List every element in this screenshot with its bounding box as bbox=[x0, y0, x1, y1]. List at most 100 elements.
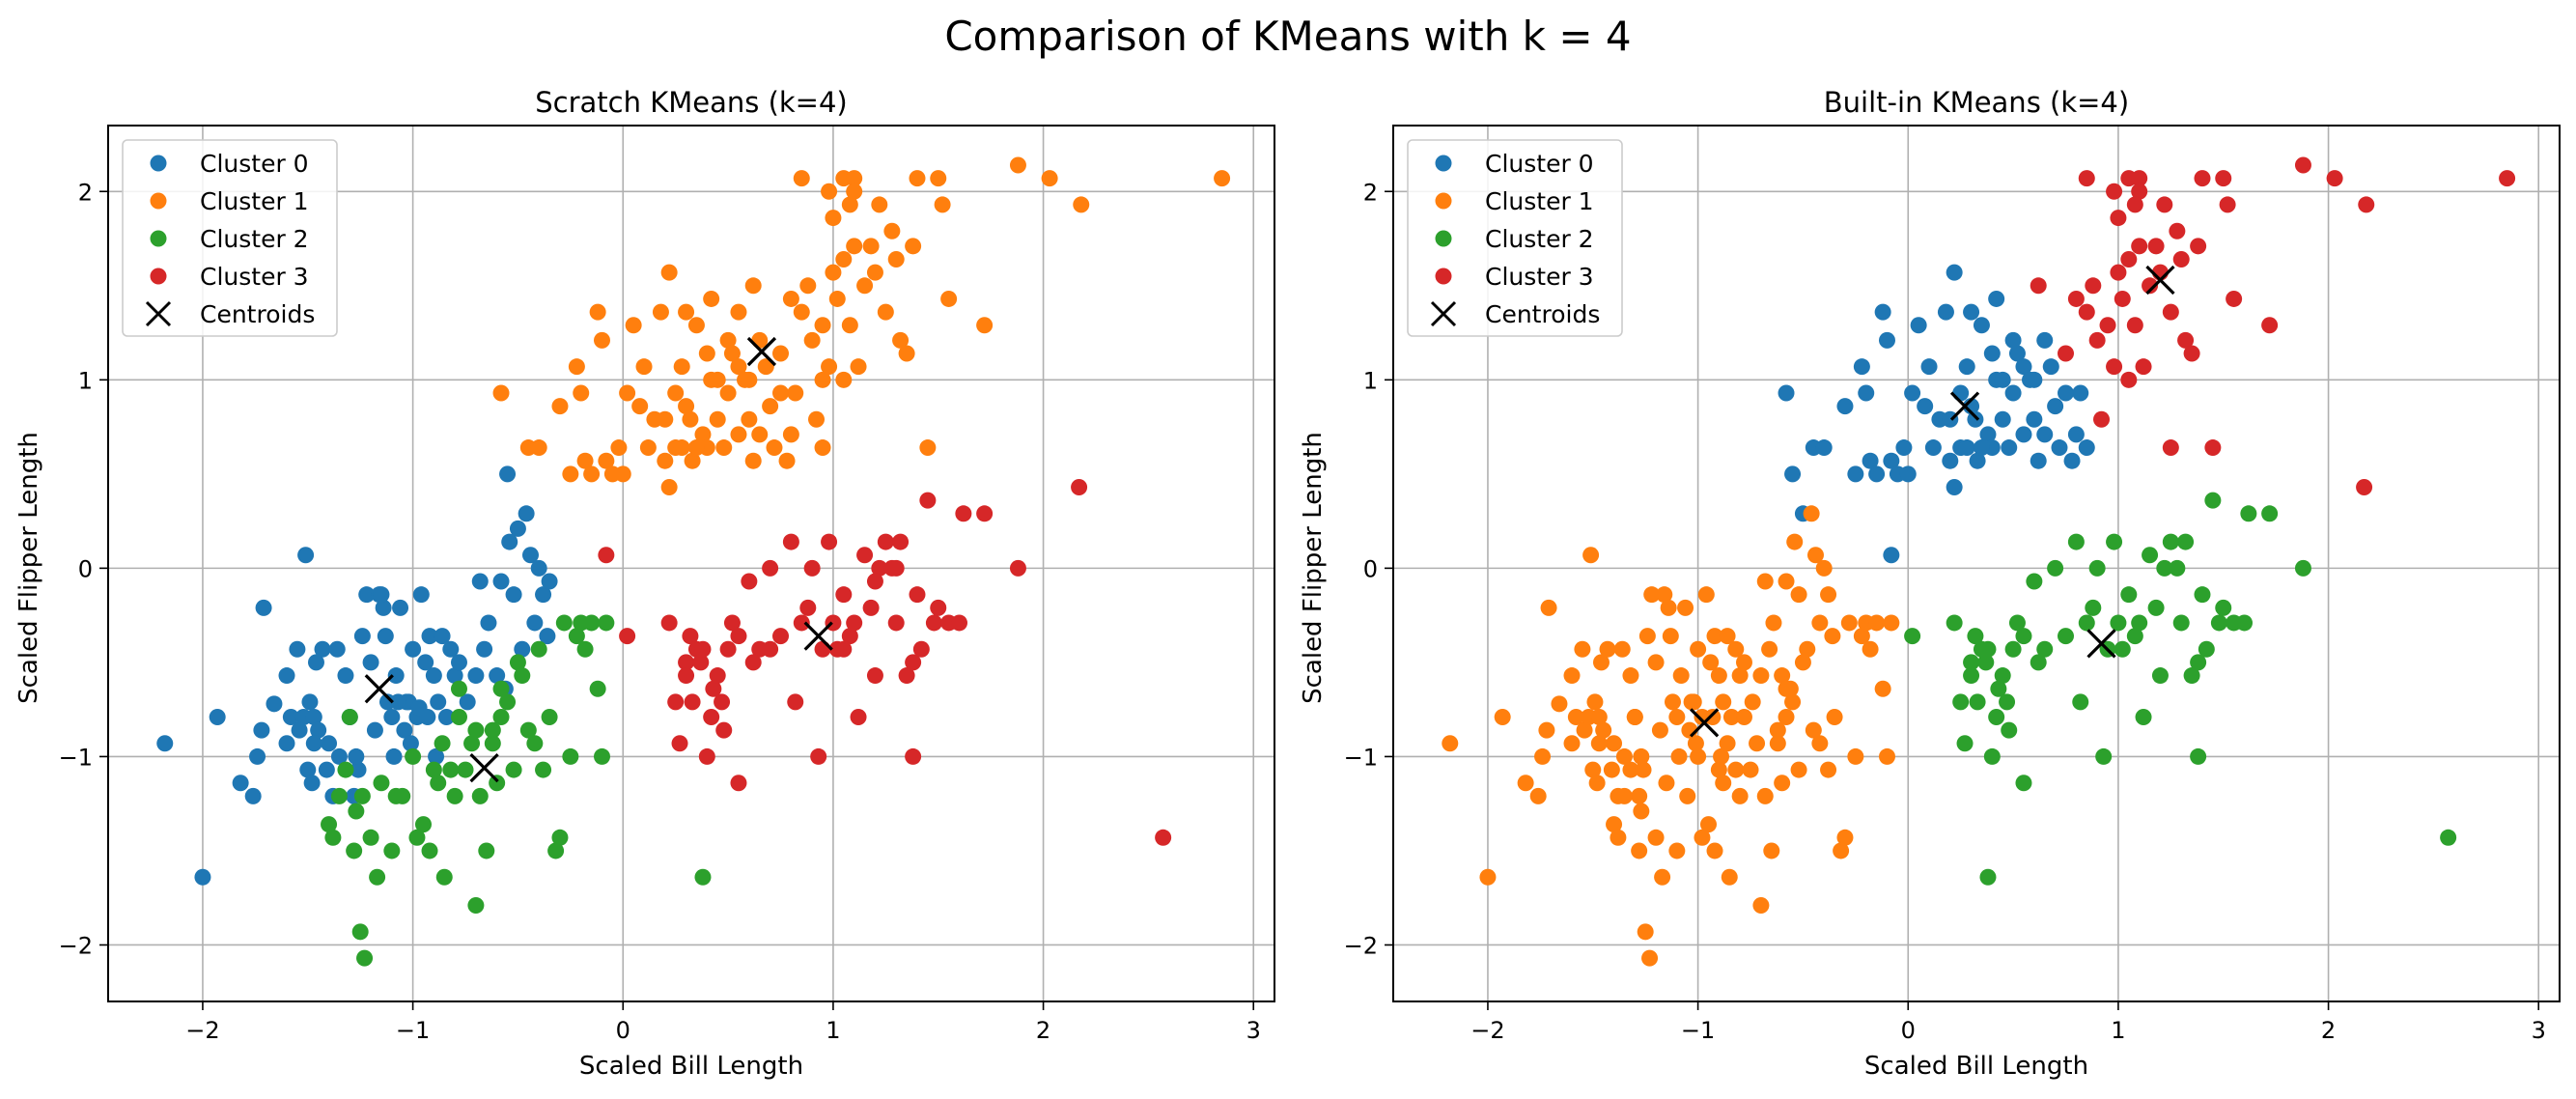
data-point bbox=[1658, 775, 1675, 792]
data-point bbox=[871, 196, 888, 213]
data-point bbox=[2015, 358, 2032, 376]
data-point bbox=[2036, 331, 2054, 349]
data-point bbox=[709, 410, 726, 428]
data-point bbox=[821, 533, 838, 550]
data-point bbox=[1979, 640, 1997, 658]
data-point bbox=[2147, 599, 2165, 616]
data-point bbox=[793, 170, 810, 187]
data-point bbox=[1647, 654, 1665, 671]
data-point bbox=[526, 614, 544, 632]
data-point bbox=[744, 452, 762, 469]
data-point bbox=[625, 317, 642, 334]
data-point bbox=[1635, 761, 1652, 778]
data-point bbox=[705, 680, 722, 697]
data-point bbox=[2261, 317, 2279, 334]
data-point bbox=[576, 640, 594, 658]
data-point bbox=[2294, 156, 2311, 174]
legend-item: Centroids bbox=[1430, 300, 1600, 328]
data-point bbox=[2058, 384, 2075, 402]
data-point bbox=[425, 667, 442, 685]
data-point bbox=[2015, 628, 2032, 645]
data-point bbox=[715, 721, 733, 739]
data-point bbox=[657, 410, 674, 428]
x-tick-label: 0 bbox=[616, 1017, 630, 1044]
data-point bbox=[719, 640, 737, 658]
data-point bbox=[1983, 747, 2001, 765]
data-point bbox=[430, 775, 447, 792]
data-point bbox=[883, 222, 901, 240]
data-point bbox=[305, 708, 322, 725]
data-point bbox=[232, 775, 249, 792]
data-point bbox=[1806, 547, 1824, 564]
data-point bbox=[383, 708, 401, 725]
data-point bbox=[402, 735, 419, 752]
legend-marker bbox=[1435, 268, 1452, 285]
data-point bbox=[2215, 599, 2232, 616]
data-point bbox=[1847, 465, 1864, 483]
data-point bbox=[2440, 829, 2457, 846]
data-point bbox=[351, 923, 369, 941]
data-point bbox=[1952, 693, 1970, 711]
data-point bbox=[841, 628, 858, 645]
builtin-kmeans-panel: Built-in KMeans (k=4) Scaled Bill Length… bbox=[1299, 86, 2561, 1081]
data-point bbox=[2120, 371, 2138, 388]
x-tick-label: 3 bbox=[1246, 1017, 1261, 1044]
data-point bbox=[1687, 735, 1704, 752]
data-point bbox=[2036, 640, 2054, 658]
data-point bbox=[1670, 747, 1688, 765]
data-point bbox=[1815, 439, 1833, 457]
data-point bbox=[505, 586, 522, 604]
data-point bbox=[1574, 640, 1591, 658]
data-point bbox=[1727, 640, 1745, 658]
data-point bbox=[471, 573, 489, 590]
data-point bbox=[694, 426, 712, 443]
data-point bbox=[1904, 628, 1921, 645]
data-point bbox=[446, 667, 463, 685]
data-point bbox=[2177, 533, 2195, 550]
x-tick-label: 2 bbox=[2321, 1017, 2336, 1044]
data-point bbox=[1862, 452, 1879, 469]
data-point bbox=[682, 410, 699, 428]
data-point bbox=[772, 345, 790, 362]
data-point bbox=[1706, 628, 1723, 645]
panel-title: Built-in KMeans (k=4) bbox=[1824, 86, 2129, 119]
series-cluster-1 bbox=[1442, 505, 1900, 967]
data-point bbox=[278, 735, 295, 752]
data-point bbox=[321, 735, 338, 752]
data-point bbox=[976, 505, 994, 522]
legend-label: Centroids bbox=[1485, 300, 1600, 328]
centroid-marker bbox=[1690, 708, 1720, 738]
data-point bbox=[1883, 547, 1900, 564]
legend-item: Cluster 2 bbox=[1435, 225, 1594, 253]
data-point bbox=[850, 708, 867, 725]
data-point bbox=[492, 384, 510, 402]
data-point bbox=[1679, 787, 1696, 804]
data-point bbox=[2078, 303, 2095, 321]
data-point bbox=[2194, 586, 2211, 604]
data-point bbox=[1563, 735, 1581, 752]
data-point bbox=[583, 465, 601, 483]
data-point bbox=[467, 667, 485, 685]
data-point bbox=[635, 358, 653, 376]
data-point bbox=[530, 439, 547, 457]
data-point bbox=[1654, 868, 1671, 886]
data-point bbox=[337, 761, 354, 778]
data-point bbox=[2078, 439, 2095, 457]
data-point bbox=[730, 426, 747, 443]
data-point bbox=[385, 747, 403, 765]
data-point bbox=[1924, 439, 1942, 457]
y-tick-label: −1 bbox=[1344, 744, 1378, 771]
legend-item: Cluster 1 bbox=[1435, 187, 1594, 215]
data-point bbox=[1868, 465, 1886, 483]
data-point bbox=[2067, 290, 2085, 307]
legend-marker bbox=[150, 192, 167, 210]
data-point bbox=[2142, 277, 2159, 295]
data-point bbox=[934, 196, 951, 213]
series-centroids bbox=[1690, 265, 2175, 738]
data-point bbox=[2036, 426, 2054, 443]
data-point bbox=[499, 465, 517, 483]
axes-frame bbox=[1392, 125, 2561, 1002]
data-point bbox=[951, 614, 968, 632]
data-point bbox=[1853, 358, 1870, 376]
data-point bbox=[1874, 680, 1891, 697]
